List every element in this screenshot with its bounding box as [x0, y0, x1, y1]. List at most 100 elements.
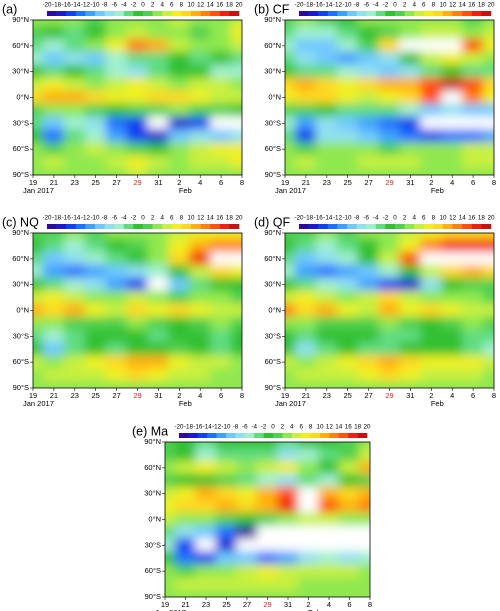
cell — [483, 38, 494, 53]
cell — [420, 355, 443, 370]
cell — [285, 303, 296, 318]
cell — [318, 486, 340, 501]
cell — [126, 233, 149, 240]
colorbar-box — [123, 11, 134, 16]
cell — [165, 447, 176, 462]
colorbar-label: 14 — [459, 2, 467, 9]
cell — [168, 129, 191, 144]
cell — [210, 168, 233, 175]
colorbar-label: 18 — [354, 424, 362, 431]
x-tick-label: 4 — [450, 178, 454, 187]
cell — [462, 303, 485, 318]
cell — [147, 368, 170, 383]
cell — [126, 355, 149, 370]
cell — [378, 277, 401, 292]
colorbar-box — [318, 224, 329, 229]
cell — [336, 277, 359, 292]
cell — [357, 168, 380, 175]
cell — [277, 473, 299, 488]
cell — [483, 290, 494, 305]
cell — [318, 473, 340, 488]
cell — [63, 103, 86, 118]
cell — [236, 512, 258, 527]
cell — [297, 564, 320, 579]
cell — [195, 486, 217, 501]
colorbar-label: 14 — [207, 2, 215, 9]
cell — [420, 368, 443, 383]
x-label-month: Feb — [179, 399, 192, 408]
cell — [315, 142, 338, 157]
colorbar-box — [356, 11, 367, 16]
cell — [378, 342, 401, 357]
cell — [378, 103, 401, 118]
colorbar-label: -12 — [212, 424, 222, 431]
colorbar-label: -8 — [102, 2, 108, 9]
colorbar-label: -6 — [111, 215, 117, 222]
cell — [285, 20, 296, 27]
cell — [42, 103, 65, 118]
cell — [210, 277, 233, 292]
cell — [33, 77, 44, 92]
cell — [42, 368, 65, 383]
cell — [189, 251, 212, 266]
cell — [378, 129, 401, 144]
colorbar-box — [348, 433, 358, 438]
cell — [84, 251, 107, 266]
cell — [399, 25, 422, 40]
cell — [147, 303, 170, 318]
cell — [441, 329, 464, 344]
cell — [33, 329, 44, 344]
cell — [236, 564, 258, 579]
cell — [294, 103, 317, 118]
cell — [168, 233, 191, 240]
cell — [338, 577, 361, 592]
cell — [195, 447, 217, 462]
cell — [195, 577, 217, 592]
colorbar-box — [216, 433, 227, 438]
x-tick-label: 19 — [281, 178, 289, 187]
cell — [174, 512, 197, 527]
cell — [105, 155, 128, 170]
y-tick-label: 30°N — [12, 67, 29, 76]
colorbar-label: -18 — [52, 215, 62, 222]
cell — [63, 25, 86, 40]
cell — [33, 342, 44, 357]
cell — [294, 142, 317, 157]
colorbar-label: -14 — [203, 424, 213, 431]
cell — [168, 303, 191, 318]
cell — [63, 116, 86, 131]
cell — [210, 329, 233, 344]
cell — [462, 342, 485, 357]
cell — [84, 51, 107, 66]
cell — [168, 155, 191, 170]
cell — [357, 303, 380, 318]
cell — [357, 342, 380, 357]
cell — [147, 329, 170, 344]
cell — [294, 290, 317, 305]
cell — [357, 25, 380, 40]
colorbar-box — [301, 433, 311, 438]
x-tick-label: 19 — [29, 178, 37, 187]
cell — [231, 142, 242, 157]
cell — [63, 233, 86, 240]
colorbar-box — [181, 224, 192, 229]
colorbar-label: -10 — [90, 2, 100, 9]
cell — [236, 525, 258, 540]
cell — [357, 51, 380, 66]
cell — [462, 51, 485, 66]
colorbar-label: -6 — [111, 2, 117, 9]
cell — [84, 368, 107, 383]
cell — [359, 590, 370, 597]
colorbar-box — [152, 224, 163, 229]
cell — [84, 316, 107, 331]
colorbar-label: -10 — [221, 424, 231, 431]
colorbar-box — [244, 433, 255, 438]
colorbar-box — [356, 224, 367, 229]
cell — [105, 77, 128, 92]
colorbar-label: 20 — [235, 2, 243, 9]
cell — [84, 277, 107, 292]
cell — [441, 238, 464, 253]
cell — [42, 90, 65, 105]
cell — [277, 442, 299, 449]
cell — [165, 460, 176, 475]
